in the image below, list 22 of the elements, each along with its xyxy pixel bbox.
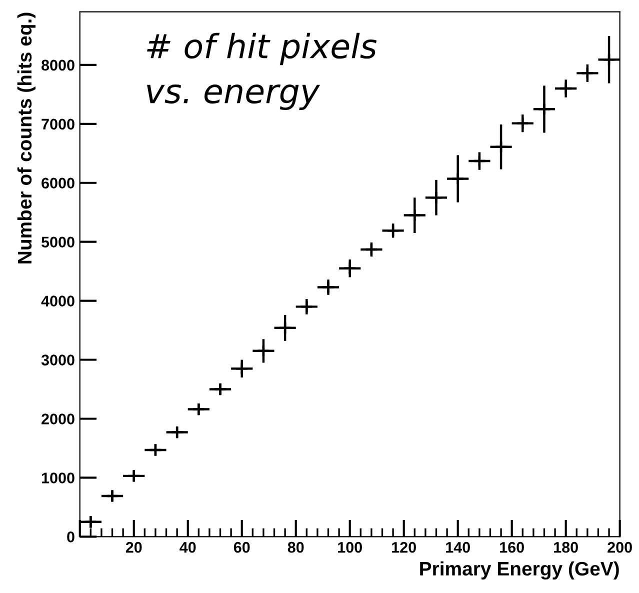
- x-tick-label: 140: [446, 542, 470, 553]
- annotation: # of hit pixels vs. energy: [147, 32, 377, 110]
- x-tick-label: 20: [126, 542, 142, 553]
- y-tick-label: 0: [67, 532, 74, 542]
- x-tick-label: 40: [180, 542, 196, 553]
- y-tick-label: 1000: [42, 472, 74, 484]
- x-axis-title: Primary Energy (GeV): [420, 561, 619, 580]
- y-tick-label: 7000: [42, 118, 74, 130]
- y-tick-label: 2000: [42, 414, 74, 424]
- x-tick-label: 80: [288, 542, 304, 553]
- x-tick-label: 120: [392, 542, 416, 553]
- x-tick-label: 200: [608, 542, 632, 553]
- y-tick-label: 6000: [42, 178, 74, 189]
- x-tick-label: 180: [554, 542, 578, 553]
- x-tick-label: 100: [338, 542, 362, 553]
- y-tick-label: 3000: [41, 354, 74, 366]
- x-tick-label: 60: [234, 542, 250, 553]
- y-axis-title: Number of counts (hits eq.): [17, 12, 36, 264]
- y-tick-label: 4000: [41, 296, 74, 306]
- y-tick-label: 8000: [42, 60, 74, 71]
- y-tick-label: 5000: [42, 236, 74, 248]
- x-tick-label: 160: [500, 542, 524, 553]
